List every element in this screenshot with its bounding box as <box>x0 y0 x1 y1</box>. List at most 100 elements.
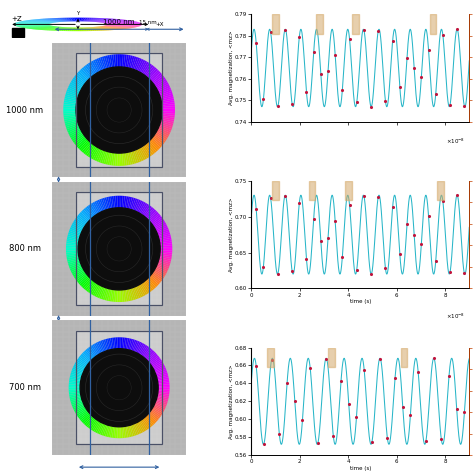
Wedge shape <box>54 18 68 21</box>
Text: +X: +X <box>156 22 164 27</box>
Wedge shape <box>75 137 86 146</box>
Wedge shape <box>119 196 121 208</box>
Wedge shape <box>98 286 104 298</box>
Wedge shape <box>150 71 161 81</box>
Wedge shape <box>155 81 167 89</box>
Wedge shape <box>83 18 91 21</box>
Wedge shape <box>64 104 76 107</box>
Point <box>267 194 274 201</box>
Wedge shape <box>162 113 175 116</box>
Wedge shape <box>136 342 143 353</box>
Point <box>396 83 403 91</box>
Wedge shape <box>104 56 109 69</box>
Wedge shape <box>73 404 84 410</box>
Wedge shape <box>115 153 118 166</box>
Wedge shape <box>160 255 172 258</box>
Wedge shape <box>69 129 81 136</box>
Wedge shape <box>120 54 123 67</box>
Y-axis label: Avg. magnetization, <mz>: Avg. magnetization, <mz> <box>228 364 234 438</box>
Point <box>338 86 346 93</box>
Wedge shape <box>158 85 170 92</box>
Wedge shape <box>18 26 51 27</box>
Wedge shape <box>108 152 112 165</box>
Wedge shape <box>91 18 108 22</box>
Wedge shape <box>124 55 127 67</box>
Wedge shape <box>145 207 153 218</box>
Point <box>253 363 260 370</box>
Wedge shape <box>30 27 57 29</box>
Wedge shape <box>155 133 166 141</box>
Wedge shape <box>93 60 100 72</box>
Point <box>260 263 267 271</box>
Wedge shape <box>34 19 59 22</box>
Point <box>461 408 468 416</box>
Wedge shape <box>147 142 156 153</box>
Wedge shape <box>79 356 89 364</box>
Wedge shape <box>127 426 131 437</box>
Wedge shape <box>160 93 173 98</box>
Wedge shape <box>75 74 86 83</box>
Wedge shape <box>130 339 135 351</box>
Wedge shape <box>84 27 93 31</box>
Wedge shape <box>119 290 121 302</box>
Bar <box>76 192 162 305</box>
Wedge shape <box>158 389 170 391</box>
Wedge shape <box>154 134 165 143</box>
Wedge shape <box>128 425 133 437</box>
Wedge shape <box>71 399 82 403</box>
Wedge shape <box>76 273 87 282</box>
Wedge shape <box>83 66 92 77</box>
Wedge shape <box>144 349 153 359</box>
Wedge shape <box>119 427 121 438</box>
Wedge shape <box>160 252 172 255</box>
Point <box>329 432 337 440</box>
Wedge shape <box>156 130 168 138</box>
Wedge shape <box>18 26 52 27</box>
Point <box>389 37 396 45</box>
Wedge shape <box>162 102 175 106</box>
Wedge shape <box>116 337 118 349</box>
Wedge shape <box>14 23 49 24</box>
Wedge shape <box>80 212 90 221</box>
Wedge shape <box>156 265 168 272</box>
Wedge shape <box>64 106 76 109</box>
Wedge shape <box>104 22 137 23</box>
Wedge shape <box>93 18 114 22</box>
Wedge shape <box>156 226 168 232</box>
Wedge shape <box>48 18 65 22</box>
Wedge shape <box>82 414 91 423</box>
Wedge shape <box>151 358 161 366</box>
Wedge shape <box>81 210 91 220</box>
Text: $\times10^{-8}$: $\times10^{-8}$ <box>446 312 465 321</box>
Wedge shape <box>157 379 169 383</box>
Wedge shape <box>96 27 119 30</box>
Wedge shape <box>24 20 54 23</box>
Point <box>461 270 468 277</box>
Wedge shape <box>95 149 101 161</box>
Wedge shape <box>88 205 96 216</box>
Wedge shape <box>67 257 79 262</box>
Wedge shape <box>90 18 106 22</box>
Wedge shape <box>106 23 141 24</box>
Wedge shape <box>134 341 140 352</box>
Wedge shape <box>65 93 78 98</box>
Wedge shape <box>64 116 77 120</box>
Wedge shape <box>74 76 85 85</box>
Point <box>396 250 403 258</box>
Wedge shape <box>146 66 155 77</box>
Point <box>461 102 468 110</box>
Wedge shape <box>122 290 125 302</box>
Point <box>438 435 445 443</box>
Wedge shape <box>103 288 108 300</box>
Point <box>260 440 268 447</box>
Wedge shape <box>16 25 50 26</box>
Wedge shape <box>15 23 50 24</box>
Wedge shape <box>15 23 50 24</box>
Bar <box>352 14 359 34</box>
Wedge shape <box>106 289 110 301</box>
Wedge shape <box>74 136 85 145</box>
Wedge shape <box>130 288 136 300</box>
Wedge shape <box>138 202 146 213</box>
Text: Y: Y <box>76 11 80 16</box>
Wedge shape <box>150 275 160 284</box>
